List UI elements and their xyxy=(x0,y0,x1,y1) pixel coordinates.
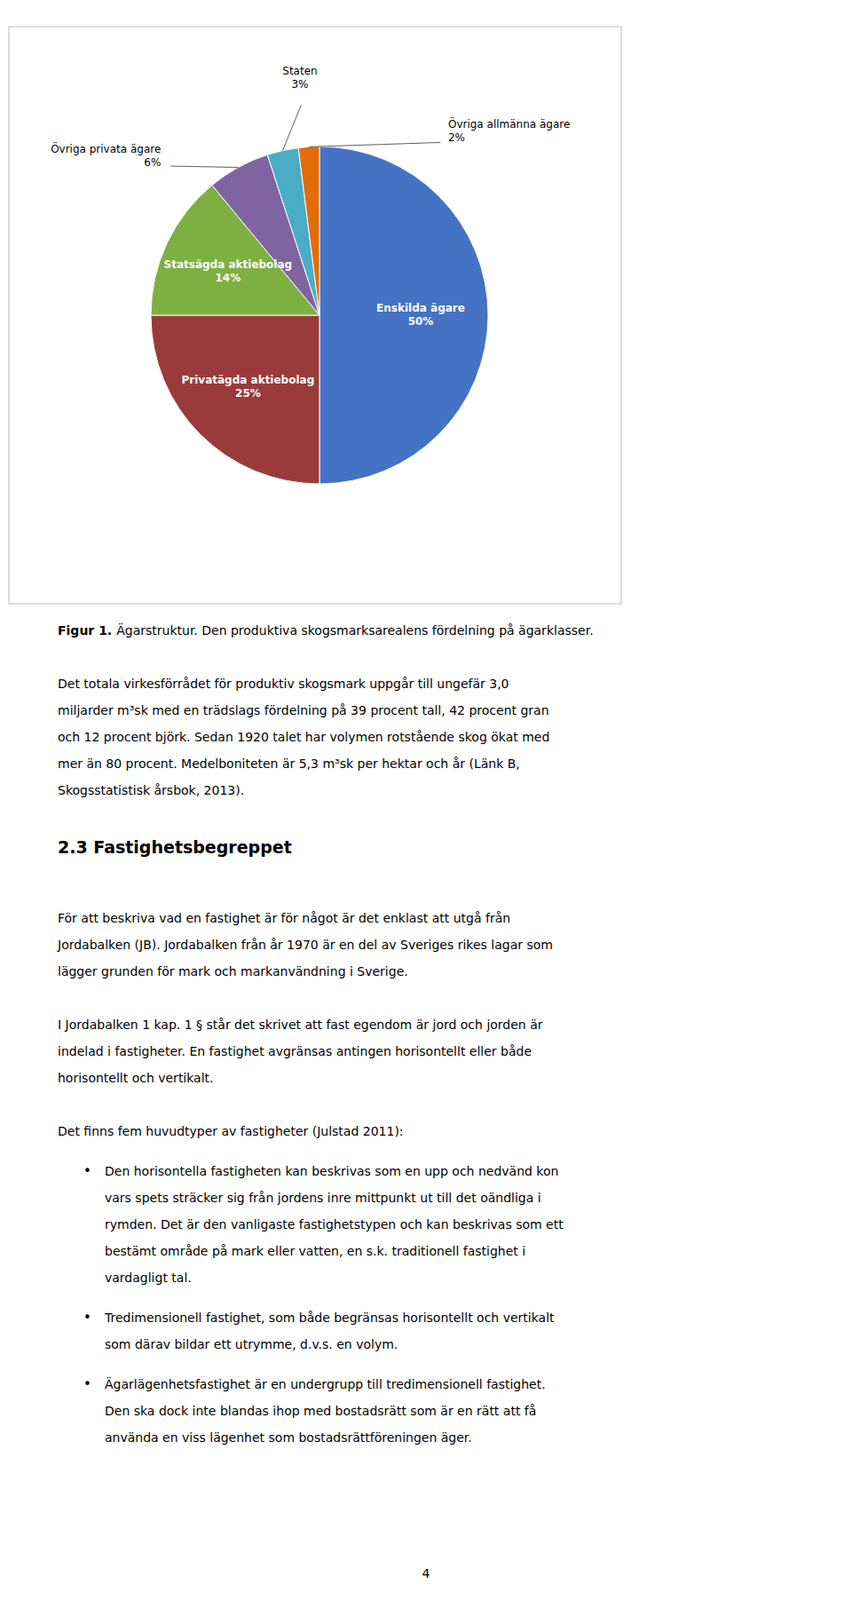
bullet: • xyxy=(83,1162,92,1179)
bullet-text: Tredimensionell fastighet, som både begr… xyxy=(103,1309,555,1325)
bullet-text: som därav bildar ett utrymme, d.v.s. en … xyxy=(104,1336,398,1351)
paragraph-text: Det totala virkesförrådet för produktiv … xyxy=(57,676,510,691)
chart-frame xyxy=(8,26,622,604)
paragraph-text: horisontellt och vertikalt. xyxy=(57,1070,214,1085)
paragraph-text: miljarder m³sk med en trädslags fördelni… xyxy=(57,702,550,718)
bullet-text: Den horisontella fastigheten kan beskriv… xyxy=(104,1163,559,1178)
figure-caption-label: Figur 1. xyxy=(57,623,112,638)
pie-slice xyxy=(298,146,320,316)
page: Enskilda ägare50% Privatägda aktiebolag25… xyxy=(0,0,852,1600)
slice-label: Övriga privata ägare xyxy=(50,141,161,156)
slice-value-label: 6% xyxy=(143,156,161,169)
leader-line xyxy=(283,104,302,150)
bullet-text: vars spets sträcker sig från jordens inr… xyxy=(104,1190,542,1205)
leader-line xyxy=(308,142,441,147)
slice-label: Privatägda aktiebolag xyxy=(181,373,316,387)
paragraph-text: indelad i fastigheter. En fastighet avgr… xyxy=(57,1043,532,1058)
page-number: 4 xyxy=(422,1565,431,1580)
paragraph-text: Skogsstatistisk årsbok, 2013). xyxy=(57,782,245,797)
slice-value-label: 2% xyxy=(448,131,466,144)
slice-value-label: 50% xyxy=(408,315,434,328)
paragraph-text: För att beskriva vad en fastighet är för… xyxy=(57,910,511,925)
section-heading: 2.3 Fastighetsbegreppet xyxy=(57,836,292,857)
pie-slice xyxy=(319,146,489,484)
paragraph-text: I Jordabalken 1 kap. 1 § står det skrive… xyxy=(57,1017,544,1032)
slice-value-label: 3% xyxy=(291,78,308,91)
slices xyxy=(150,146,489,484)
bullet-text: rymden. Det är den vanligaste fastighets… xyxy=(104,1216,564,1231)
slice-value-label: 25% xyxy=(235,386,261,400)
bullet-text: Den ska dock inte blandas ihop med bosta… xyxy=(104,1403,537,1418)
bullet-text: vardagligt tal. xyxy=(104,1270,192,1285)
paragraph-text: Jordabalken (JB). Jordabalken från år 19… xyxy=(56,937,553,952)
paragraph-text: mer än 80 procent. Medelboniteten är 5,3… xyxy=(57,756,521,771)
bullet: • xyxy=(83,1309,92,1326)
slice-label: Staten xyxy=(282,64,317,78)
bullet: • xyxy=(83,1375,92,1392)
pie-chart: Enskilda ägare50% Privatägda aktiebolag25… xyxy=(50,64,570,484)
slice-label: Enskilda ägare xyxy=(376,301,466,315)
bullet-text: Ägarlägenhetsfastighet är en undergrupp … xyxy=(104,1375,546,1391)
paragraph-text: och 12 procent björk. Sedan 1920 talet h… xyxy=(57,729,550,744)
pie-slice xyxy=(150,315,320,484)
slice-value-label: 14% xyxy=(214,271,241,284)
slice-label: Övriga allmänna ägare xyxy=(448,116,570,131)
bullet-text: använda en viss lägenhet som bostadsrätt… xyxy=(104,1429,473,1444)
slice-label: Statsägda aktiebolag xyxy=(164,258,293,271)
bullet-text: bestämt område på mark eller vatten, en … xyxy=(104,1243,526,1258)
slice-labels: Enskilda ägare50% Privatägda aktiebolag25… xyxy=(50,64,570,399)
leader-line xyxy=(170,165,238,167)
figure-caption: Ägarstruktur. Den produktiva skogsmarksa… xyxy=(116,622,593,638)
paragraph-text: lägger grunden för mark och markanvändni… xyxy=(57,963,409,979)
paragraph-text: Det finns fem huvudtyper av fastigheter … xyxy=(57,1123,404,1138)
